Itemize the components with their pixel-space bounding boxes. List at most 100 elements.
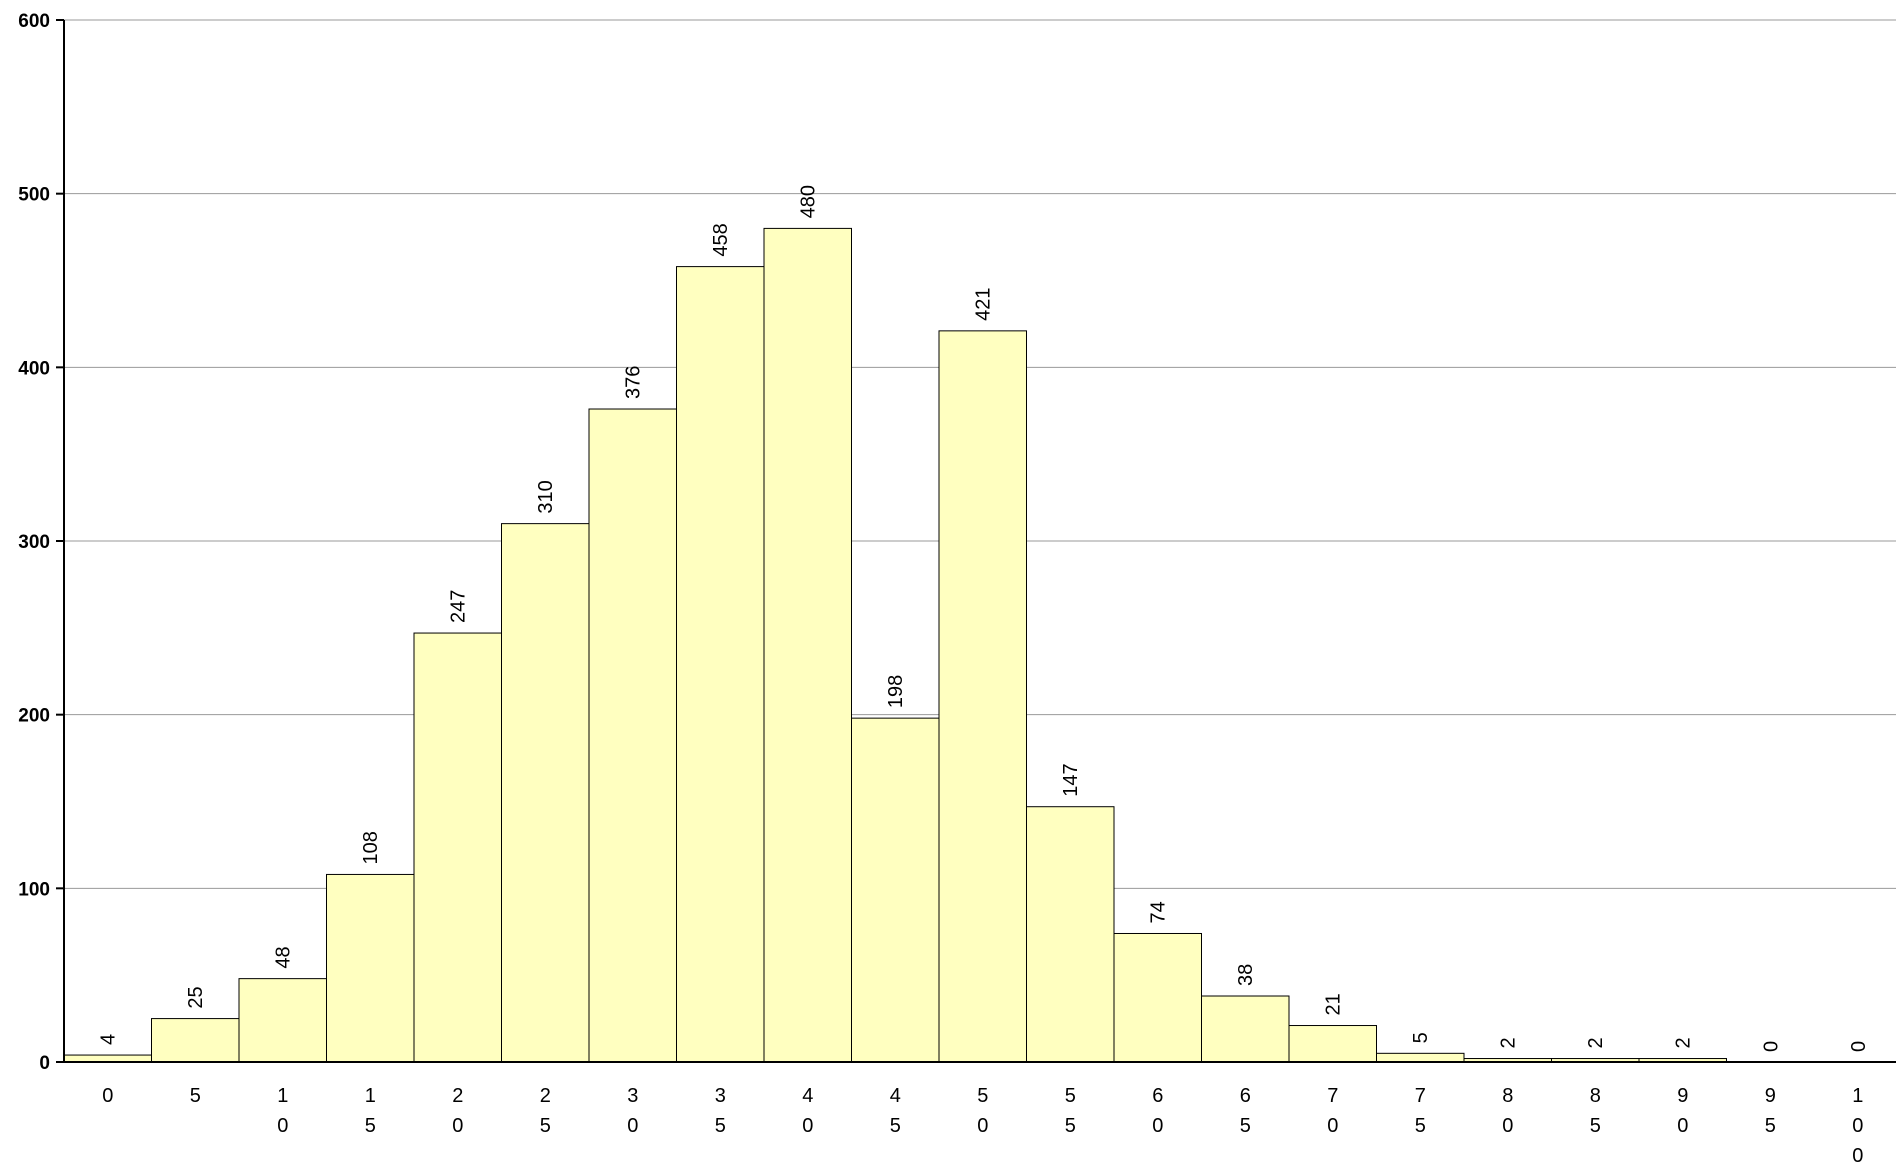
bar-0: [63, 1054, 152, 1063]
x-tick-char: 4: [802, 1085, 813, 1107]
bar-60: [1113, 932, 1202, 1063]
bar-45: [851, 717, 940, 1063]
data-label-85: 2: [1585, 1037, 1607, 1048]
x-axis: 0 5 1 01 52 02 53 03 54 04 55 05 56 06 57 07 58 08 59 09 51 0…: [64, 1061, 1896, 1162]
x-tick-char: 1: [365, 1085, 376, 1107]
data-label-40: 480: [798, 185, 820, 218]
bar-20: [413, 632, 502, 1063]
x-tick-char: 8: [1502, 1085, 1513, 1107]
x-tick-char: 2: [452, 1085, 463, 1107]
x-tick-char: 5: [1065, 1115, 1076, 1137]
x-tick-char: 5: [190, 1085, 201, 1107]
bar-70: [1288, 1025, 1377, 1063]
x-tick-label-100: 1 0 0: [1852, 1085, 1863, 1162]
x-tick-char: 5: [1590, 1115, 1601, 1137]
x-tick-char: 5: [540, 1115, 551, 1137]
bar-50: [938, 330, 1027, 1063]
x-tick-char: 9: [1765, 1085, 1776, 1107]
data-label-50: 421: [973, 287, 995, 320]
x-tick-char: 7: [1415, 1085, 1426, 1107]
x-tick-char: 0: [102, 1085, 113, 1107]
x-tick-char: 7: [1327, 1085, 1338, 1107]
y-tick-label: 500: [18, 185, 50, 206]
x-tick-char: 6: [1152, 1085, 1163, 1107]
bar-30: [588, 408, 677, 1063]
x-tick-label-5: 5: [190, 1085, 201, 1107]
x-tick-char: 5: [1415, 1115, 1426, 1137]
x-tick-char: 5: [890, 1115, 901, 1137]
bar-35: [676, 266, 765, 1063]
data-label-90: 2: [1673, 1037, 1695, 1048]
data-label-80: 2: [1498, 1037, 1520, 1048]
data-label-70: 21: [1323, 993, 1345, 1015]
x-tick-char: 8: [1590, 1085, 1601, 1107]
data-label-35: 458: [710, 223, 732, 256]
data-label-55: 147: [1060, 763, 1082, 796]
bars: [63, 227, 1727, 1063]
x-tick-char: 6: [1240, 1085, 1251, 1107]
x-tick-char: 5: [365, 1115, 376, 1137]
data-label-10: 48: [273, 946, 295, 968]
x-tick-char: 0: [452, 1115, 463, 1137]
data-label-0: 4: [98, 1034, 120, 1045]
y-tick-label: 200: [18, 706, 50, 727]
x-tick-char: 0: [1677, 1115, 1688, 1137]
data-label-75: 5: [1410, 1032, 1432, 1043]
x-tick-char: 9: [1677, 1085, 1688, 1107]
bar-10: [238, 978, 327, 1063]
x-tick-char: 0: [1502, 1115, 1513, 1137]
x-tick-char: 5: [1240, 1115, 1251, 1137]
y-tick-label: 0: [39, 1053, 50, 1074]
x-tick-char: 3: [627, 1085, 638, 1107]
x-tick-char: 5: [1765, 1115, 1776, 1137]
data-labels: 4 25 48 108 247 310 376 458 480 198 421 147 74 38 21 5 2…: [98, 185, 1870, 1052]
x-tick-char: 5: [977, 1085, 988, 1107]
y-axis: 0 100 200 300 400 500 600: [18, 11, 65, 1074]
x-tick-char: 4: [890, 1085, 901, 1107]
x-tick-char: 5: [1065, 1085, 1076, 1107]
x-tick-char: 0: [1852, 1145, 1863, 1162]
x-tick-char: 1: [1852, 1085, 1863, 1107]
data-label-100: 0: [1848, 1041, 1870, 1052]
x-tick-char: 0: [1852, 1115, 1863, 1137]
data-label-5: 25: [185, 986, 207, 1008]
y-tick-label: 400: [18, 358, 50, 379]
data-label-20: 247: [448, 590, 470, 623]
x-tick-char: 0: [277, 1115, 288, 1137]
x-tick-char: 2: [540, 1085, 551, 1107]
x-tick-char: 0: [627, 1115, 638, 1137]
data-label-60: 74: [1148, 901, 1170, 923]
bar-65: [1201, 995, 1290, 1063]
data-label-65: 38: [1235, 964, 1257, 986]
x-tick-char: 0: [977, 1115, 988, 1137]
x-tick-char: 5: [715, 1115, 726, 1137]
data-label-95: 0: [1760, 1041, 1782, 1052]
data-label-25: 310: [535, 480, 557, 513]
data-label-30: 376: [623, 366, 645, 399]
y-tick-label: 300: [18, 532, 50, 553]
bar-15: [326, 873, 415, 1063]
data-label-15: 108: [360, 831, 382, 864]
data-label-45: 198: [885, 675, 907, 708]
x-tick-char: 0: [1327, 1115, 1338, 1137]
x-tick-char: 0: [802, 1115, 813, 1137]
y-tick-label: 600: [18, 11, 50, 32]
